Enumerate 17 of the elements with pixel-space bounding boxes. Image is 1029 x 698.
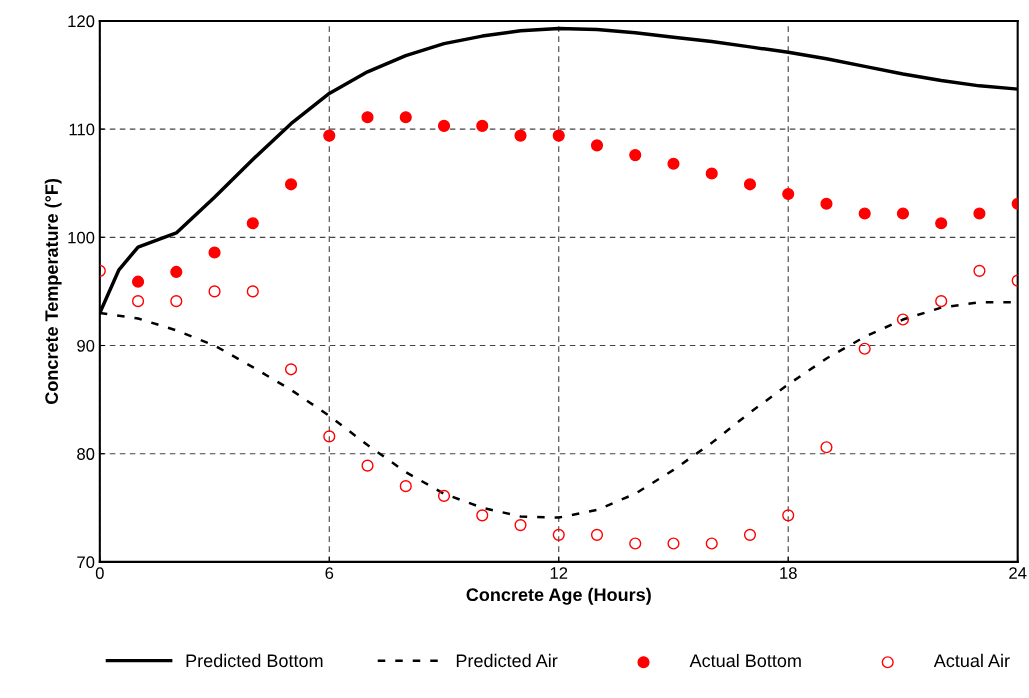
y-tick-label: 120 <box>68 15 95 28</box>
x-axis-title: Concrete Age (Hours) <box>466 587 651 605</box>
x-tick-label: 6 <box>325 567 334 579</box>
legend-label: Actual Bottom <box>689 653 801 668</box>
x-tick-label: 18 <box>780 567 797 579</box>
x-tick-label: 24 <box>1009 567 1027 579</box>
y-tick-label: 110 <box>69 123 95 136</box>
y-tick-label: 70 <box>77 556 95 569</box>
y-tick-label: 80 <box>77 448 95 460</box>
x-tick-label: 12 <box>550 567 568 579</box>
y-axis-title: Concrete Temperature (°F) <box>44 179 62 404</box>
y-tick-label: 100 <box>68 231 95 244</box>
x-tick-label: 0 <box>95 567 104 579</box>
legend-label: Predicted Bottom <box>186 653 323 668</box>
y-tick-label: 90 <box>77 339 95 352</box>
legend-label: Actual Air <box>933 653 1010 668</box>
legend-label: Predicted Air <box>456 653 558 668</box>
